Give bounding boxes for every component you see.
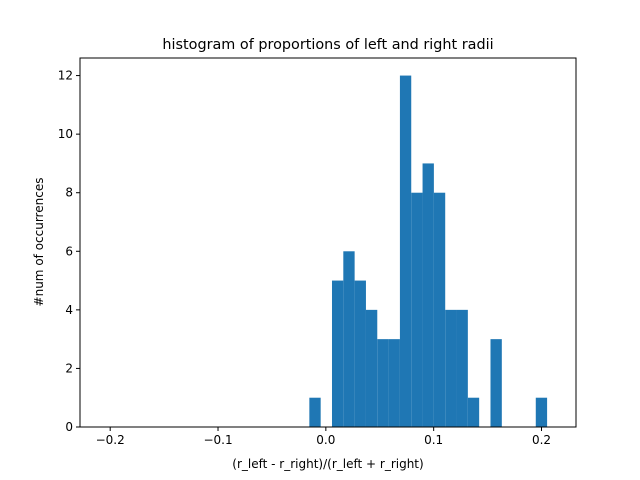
- y-tick-label: 6: [65, 244, 73, 258]
- bars-layer: [309, 75, 548, 427]
- x-tick-label: 0.2: [532, 433, 551, 447]
- y-tick-label: 4: [65, 303, 73, 317]
- histogram-bar: [343, 251, 355, 427]
- histogram-bar: [422, 163, 434, 427]
- histogram-bar: [433, 192, 446, 427]
- chart-title: histogram of proportions of left and rig…: [162, 37, 493, 53]
- plot-frame: [79, 57, 577, 428]
- histogram-bar: [309, 397, 321, 427]
- x-ticks-layer: −0.2 −0.1 0.0 0.1 0.2: [96, 427, 551, 447]
- histogram-bar: [354, 280, 366, 427]
- y-ticks-layer: 0 2 4 6 8 10 12: [58, 69, 80, 434]
- histogram-bar: [388, 339, 400, 427]
- x-tick-label: −0.2: [96, 433, 125, 447]
- y-tick-label: 2: [65, 361, 73, 375]
- x-tick-label: −0.1: [203, 433, 232, 447]
- x-tick-label: 0.0: [316, 433, 335, 447]
- histogram-bar: [377, 339, 389, 427]
- histogram-bar: [467, 397, 480, 427]
- histogram-bar: [411, 192, 423, 427]
- histogram-bar: [445, 309, 457, 427]
- histogram-bar: [331, 280, 344, 427]
- x-axis-label: (r_left - r_right)/(r_left + r_right): [232, 457, 423, 471]
- histogram-bar: [456, 309, 468, 427]
- y-tick-label: 0: [65, 420, 73, 434]
- histogram-bar: [365, 309, 378, 427]
- histogram-bar: [490, 339, 502, 427]
- y-tick-label: 12: [58, 69, 73, 83]
- histogram-bar: [399, 75, 412, 427]
- y-tick-label: 10: [58, 127, 73, 141]
- histogram-bar: [535, 397, 548, 427]
- x-tick-label: 0.1: [424, 433, 443, 447]
- y-axis-label: #num of occurrences: [32, 178, 46, 307]
- y-tick-label: 8: [65, 186, 73, 200]
